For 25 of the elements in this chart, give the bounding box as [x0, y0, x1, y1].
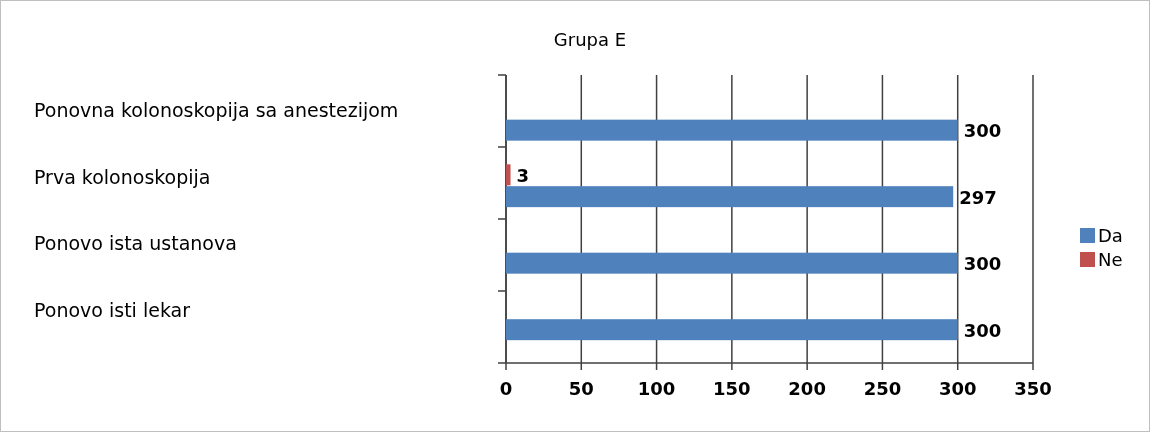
chart-title: Grupa E [553, 29, 627, 50]
x-tick-label: 100 [637, 378, 676, 399]
x-tick-label: 50 [568, 378, 594, 399]
data-label: 300 [963, 253, 1002, 275]
legend-label: Ne [1098, 249, 1123, 270]
bar [506, 319, 958, 341]
bar [506, 252, 958, 274]
bar [506, 164, 511, 186]
legend-label: Da [1098, 225, 1123, 246]
x-tick-label: 250 [863, 378, 902, 399]
x-tick-label: 350 [1014, 378, 1052, 399]
x-tick-label: 150 [713, 378, 751, 399]
y-tick-label: Ponovo ista ustanova [34, 232, 237, 255]
data-label: 300 [963, 120, 1002, 142]
y-tick-label: Ponovo isti lekar [34, 298, 191, 321]
x-tick-label: 0 [499, 378, 513, 399]
y-tick-label: Prva kolonoskopija [34, 165, 211, 188]
x-tick-label: 200 [788, 378, 826, 399]
x-tick-label: 300 [938, 378, 977, 399]
data-label: 3 [516, 164, 530, 186]
data-label: 297 [959, 186, 997, 208]
y-tick-label: Ponovna kolonoskopija sa anestezijom [34, 99, 399, 122]
bar [506, 119, 958, 141]
data-label: 300 [963, 319, 1002, 341]
bar [506, 186, 954, 208]
